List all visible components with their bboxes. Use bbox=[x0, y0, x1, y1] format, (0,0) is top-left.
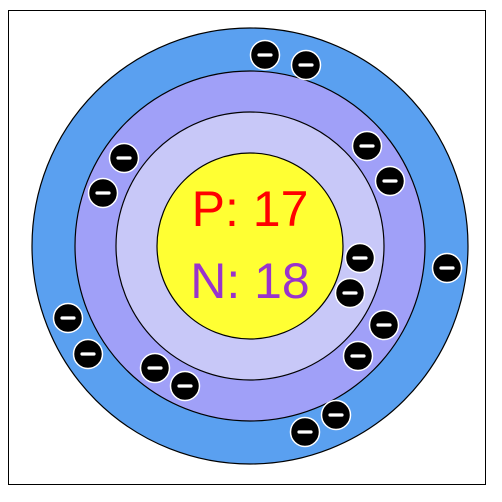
electron-minus-icon bbox=[342, 340, 374, 372]
electron-minus-icon bbox=[108, 142, 140, 174]
electron-minus-icon bbox=[290, 49, 322, 81]
electron-minus-icon bbox=[169, 370, 201, 402]
electron-minus-icon bbox=[249, 39, 281, 71]
electron-minus-icon bbox=[368, 309, 400, 341]
electron-minus-icon bbox=[320, 399, 352, 431]
electron-minus-icon bbox=[52, 302, 84, 334]
electron-minus-icon bbox=[351, 130, 383, 162]
electron-minus-icon bbox=[374, 165, 406, 197]
electrons bbox=[52, 39, 463, 448]
neutron-count-label: N: 18 bbox=[190, 253, 310, 309]
nucleus bbox=[156, 152, 344, 340]
electron-minus-icon bbox=[431, 252, 463, 284]
electron-minus-icon bbox=[344, 242, 376, 274]
electron-minus-icon bbox=[87, 177, 119, 209]
proton-count-label: P: 17 bbox=[192, 181, 309, 237]
electron-minus-icon bbox=[334, 277, 366, 309]
electron-minus-icon bbox=[289, 416, 321, 448]
electron-minus-icon bbox=[72, 338, 104, 370]
electron-minus-icon bbox=[139, 352, 171, 384]
